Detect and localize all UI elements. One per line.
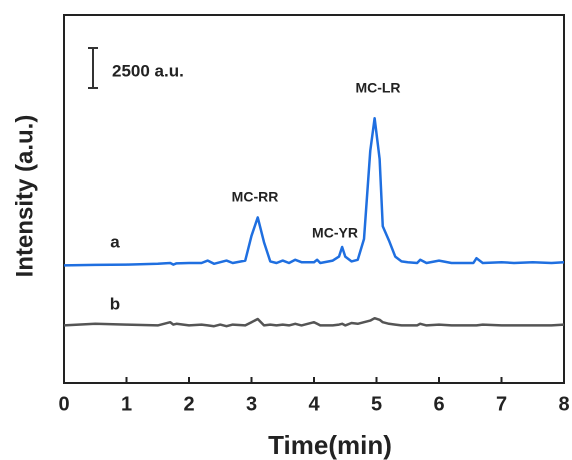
x-tick-label: 8	[558, 393, 569, 415]
x-tick-label: 0	[58, 393, 69, 415]
x-tick-label: 7	[496, 393, 507, 415]
series-label: b	[110, 294, 120, 313]
scale-bar-label: 2500 a.u.	[112, 61, 184, 80]
x-axis-label: Time(min)	[268, 430, 392, 460]
x-tick-label: 1	[121, 393, 132, 415]
x-tick-label: 5	[371, 393, 382, 415]
series-label: a	[110, 232, 120, 251]
x-tick-label: 2	[183, 393, 194, 415]
x-tick-label: 6	[433, 393, 444, 415]
peak-annotation: MC-RR	[232, 189, 279, 205]
peak-annotation: MC-YR	[312, 225, 358, 241]
series-line	[63, 316, 565, 328]
y-axis-label: Intensity (a.u.)	[11, 115, 38, 278]
series-line	[63, 116, 565, 267]
x-tick-label: 4	[308, 393, 320, 415]
peak-annotation: MC-LR	[355, 80, 400, 96]
x-tick-label: 3	[246, 393, 257, 415]
